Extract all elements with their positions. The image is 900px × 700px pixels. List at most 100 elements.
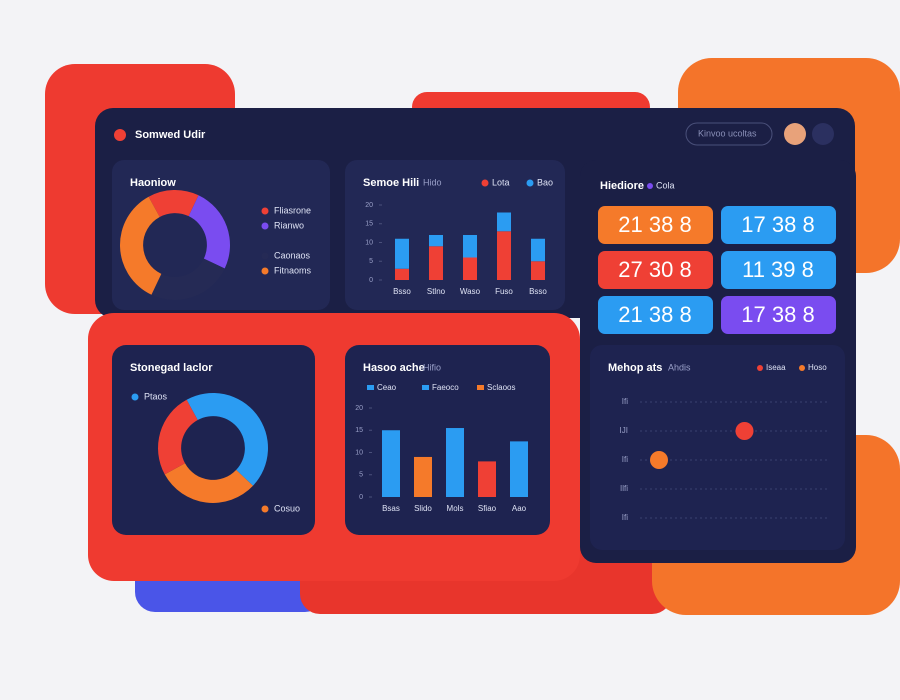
x-tick-label: Aao xyxy=(512,504,527,513)
x-tick-label: Fuso xyxy=(495,287,513,296)
card xyxy=(112,345,315,535)
legend-label: Sclaoos xyxy=(487,383,515,392)
legend-label: Hoso xyxy=(808,363,827,372)
bar xyxy=(478,461,496,497)
stat-tile xyxy=(598,296,713,334)
x-tick-label: Sfiao xyxy=(478,504,497,513)
row-label: Ifi xyxy=(622,513,628,522)
y-tick-label: 10 xyxy=(365,239,373,246)
bar-segment xyxy=(429,246,443,280)
legend-dot xyxy=(261,207,269,215)
stat-value: 17 38 8 xyxy=(741,212,814,237)
card-subtitle: Ahdis xyxy=(668,362,691,372)
search-box[interactable] xyxy=(685,122,773,146)
card-subtitle: Hido xyxy=(423,177,442,187)
y-tick-label: 0 xyxy=(369,277,373,284)
donut-segment xyxy=(157,399,198,475)
bar xyxy=(414,456,432,497)
bar xyxy=(382,430,400,497)
app-title: Somwed Udir xyxy=(135,129,206,141)
stat-tile xyxy=(598,206,713,244)
legend-dot xyxy=(261,222,269,230)
x-tick-label: Mols xyxy=(447,504,464,513)
legend-label: Faeoco xyxy=(432,383,459,392)
bar xyxy=(510,441,528,497)
card-title: Hasoo ache xyxy=(363,362,425,374)
row-label: Ifi xyxy=(622,455,628,464)
bar-segment xyxy=(497,212,511,232)
stat-tile xyxy=(721,251,836,289)
tiles-title: Hiediore xyxy=(600,180,644,192)
stat-tile xyxy=(721,296,836,334)
legend-label: Lota xyxy=(492,177,510,187)
avatar[interactable] xyxy=(784,123,806,145)
donut-segment xyxy=(164,463,253,503)
legend-label: Bao xyxy=(537,177,553,187)
legend-dot xyxy=(757,365,763,371)
legend-dot xyxy=(261,267,269,275)
bar-segment xyxy=(497,231,511,280)
x-tick-label: Stlno xyxy=(427,287,446,296)
bar-segment xyxy=(531,238,545,262)
legend-swatch xyxy=(477,385,484,390)
dot xyxy=(735,422,754,440)
bar-segment xyxy=(395,238,409,269)
card-title: Haoniow xyxy=(130,177,176,189)
logo xyxy=(114,129,126,141)
legend-label: Caonaos xyxy=(274,250,311,260)
x-tick-label: Bsso xyxy=(393,287,411,296)
donut-segment xyxy=(188,195,231,269)
row-label: Ifi xyxy=(622,397,628,406)
donut-segment xyxy=(186,393,268,486)
bar-segment xyxy=(429,235,443,247)
search-placeholder[interactable]: Kinvoo ucoltas xyxy=(698,128,757,138)
y-tick-label: 15 xyxy=(365,221,373,228)
y-tick-label: 15 xyxy=(355,427,363,434)
donut-segment xyxy=(151,258,225,300)
row-label: IJI xyxy=(620,426,628,435)
legend-dot xyxy=(481,179,489,187)
card-title: Semoe Hili xyxy=(363,177,419,189)
legend-dot xyxy=(799,365,805,371)
stat-tile xyxy=(598,251,713,289)
legend-dot xyxy=(526,179,534,187)
bar-segment xyxy=(531,261,545,280)
stat-value: 21 38 8 xyxy=(618,212,691,237)
stat-value: 11 39 8 xyxy=(742,257,814,282)
legend-dot xyxy=(261,252,269,260)
legend-dot xyxy=(261,505,269,513)
legend-label: Fitnaoms xyxy=(274,265,312,275)
menu-button[interactable] xyxy=(812,123,834,145)
stat-value: 17 38 8 xyxy=(741,302,814,327)
bar-segment xyxy=(463,235,477,258)
donut-segment xyxy=(119,196,162,295)
x-tick-label: Slido xyxy=(414,504,432,513)
stat-value: 27 30 8 xyxy=(618,257,691,282)
y-tick-label: 0 xyxy=(359,494,363,501)
tag-dot xyxy=(647,183,653,189)
legend-label: Cosuo xyxy=(274,503,300,513)
donut-segment xyxy=(148,190,199,218)
tiles-tag: Cola xyxy=(656,180,675,190)
legend-label: Iseaa xyxy=(766,363,786,372)
row-label: Ilfi xyxy=(620,484,628,493)
y-tick-label: 5 xyxy=(369,258,373,265)
y-tick-label: 5 xyxy=(359,472,363,479)
legend-dot xyxy=(131,393,139,401)
legend-label: Ptaos xyxy=(144,391,168,401)
stat-tile xyxy=(721,206,836,244)
card-title: Mehop ats xyxy=(608,362,662,374)
bar-segment xyxy=(395,268,409,280)
legend-label: Fliasrone xyxy=(274,205,311,215)
bar xyxy=(446,428,464,497)
x-tick-label: Bsas xyxy=(382,504,400,513)
x-tick-label: Waso xyxy=(460,287,481,296)
y-tick-label: 10 xyxy=(355,449,363,456)
y-tick-label: 20 xyxy=(355,405,363,412)
card-subtitle: Hifio xyxy=(423,362,441,372)
legend-swatch xyxy=(422,385,429,390)
dot xyxy=(650,451,668,469)
legend-label: Rianwo xyxy=(274,220,304,230)
